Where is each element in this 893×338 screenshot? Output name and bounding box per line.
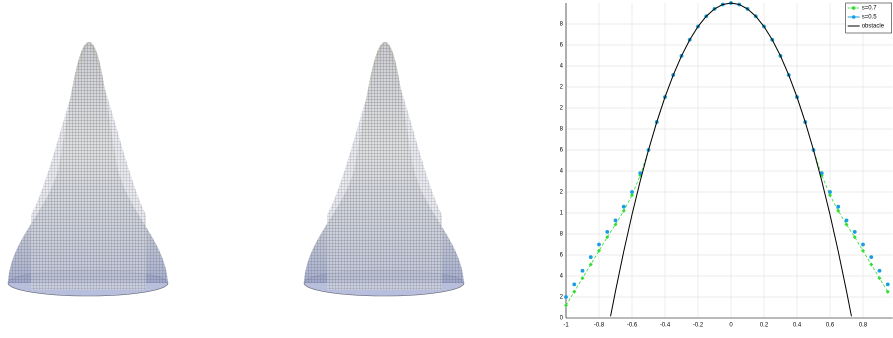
- y-tick-label: 1.6: [555, 148, 564, 154]
- point: [852, 235, 857, 240]
- legend-marker: [851, 15, 856, 19]
- point: [564, 295, 568, 299]
- x-tick-label: 0.6: [826, 323, 835, 329]
- point: [861, 242, 865, 247]
- x-tick-label: -1: [563, 323, 569, 329]
- point: [638, 171, 643, 176]
- point: [836, 204, 841, 209]
- point: [844, 222, 849, 227]
- point: [605, 235, 610, 240]
- point: [588, 262, 593, 267]
- point: [572, 282, 577, 287]
- legend-label: s=0.7: [862, 6, 878, 12]
- point: [580, 268, 585, 273]
- x-tick-label: -0.4: [660, 323, 671, 329]
- y-tick-label: 0: [560, 316, 564, 322]
- x-tick-label: -0.8: [594, 323, 605, 329]
- y-tick-label: 1.2: [555, 190, 564, 196]
- point: [828, 190, 832, 194]
- y-tick-label: 1.8: [555, 127, 564, 133]
- legend-label: obstacle: [862, 24, 885, 30]
- point: [885, 289, 890, 294]
- series-line: [565, 2, 889, 306]
- x-tick-label: -0.2: [693, 323, 704, 329]
- point: [572, 289, 577, 294]
- x-tick-label: 0: [729, 323, 733, 329]
- y-tick-label: 2.8: [555, 22, 564, 28]
- y-tick-label: 0.2: [555, 295, 564, 301]
- point: [580, 276, 585, 281]
- point: [613, 218, 618, 223]
- point: [836, 208, 841, 213]
- point: [613, 222, 618, 227]
- y-tick-label: 2.4: [555, 64, 564, 70]
- point: [819, 171, 824, 176]
- mesh-render-right: [303, 42, 465, 297]
- x-tick-label: -0.6: [627, 323, 638, 329]
- plot: 0 0.2 0.4 0.6 0.8 1 1.2 1.4 1.6 1.8 2 2.2 2.4 2.6 2.8 -…: [555, 1, 893, 329]
- point: [852, 230, 857, 234]
- mesh-render-left: [7, 42, 169, 297]
- y-tick-label: 2.2: [555, 85, 564, 91]
- x-tick-label: 0.8: [859, 323, 868, 329]
- y-tick-label: 0.8: [555, 232, 564, 238]
- point: [877, 268, 882, 273]
- y-tick-label: 2: [560, 106, 564, 112]
- point: [597, 248, 601, 253]
- y-tick-label: 0.6: [555, 253, 564, 259]
- point: [605, 230, 610, 234]
- point: [630, 193, 634, 198]
- y-tick-label: 0.4: [555, 274, 564, 280]
- point: [621, 208, 626, 213]
- point: [885, 282, 890, 287]
- point: [588, 255, 593, 259]
- point: [630, 190, 634, 194]
- point: [564, 303, 568, 308]
- legend-label: s=0.5: [862, 15, 878, 21]
- y-tick-label: 1: [560, 211, 564, 217]
- point: [621, 204, 626, 209]
- point: [828, 193, 832, 198]
- x-tick-label: 0.2: [760, 323, 769, 329]
- point: [861, 248, 865, 253]
- point: [869, 262, 874, 267]
- x-tick-label: 0.4: [793, 323, 802, 329]
- y-tick-label: 2.6: [555, 43, 564, 49]
- point: [869, 255, 874, 259]
- point: [597, 242, 601, 247]
- legend-marker: [851, 6, 856, 10]
- point: [877, 276, 882, 281]
- y-tick-label: 1.4: [555, 169, 564, 175]
- point: [844, 218, 849, 223]
- series-line: [610, 2, 852, 317]
